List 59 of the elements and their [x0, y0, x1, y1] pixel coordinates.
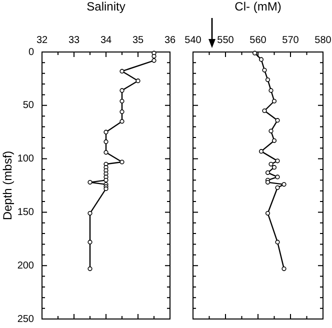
point — [120, 119, 124, 124]
point — [268, 88, 274, 93]
point — [275, 240, 280, 244]
point — [104, 186, 108, 192]
y-tick-label: 250 — [17, 314, 34, 325]
x-tick-label: 36 — [164, 34, 176, 46]
point — [152, 58, 156, 63]
point — [272, 138, 277, 143]
point — [104, 139, 108, 144]
point — [265, 210, 270, 216]
point — [272, 165, 277, 170]
x-tick-label: 570 — [282, 34, 300, 46]
point — [88, 240, 92, 244]
point — [282, 182, 286, 187]
x-tick-label: 32 — [36, 34, 48, 46]
y-tick-label: 150 — [17, 206, 34, 218]
point — [275, 174, 280, 180]
point — [262, 108, 267, 114]
y-tick-label: 200 — [17, 260, 34, 272]
x-tick-label: 560 — [250, 34, 267, 46]
point — [258, 57, 264, 62]
point — [120, 88, 124, 93]
point — [265, 170, 270, 175]
y-axis-title: Depth (mbsf) — [0, 150, 15, 220]
y-tick-label: 50 — [22, 100, 34, 112]
y-tick-label: 0 — [28, 46, 34, 58]
point — [104, 130, 108, 134]
point — [136, 78, 140, 84]
x-tick-label: 540 — [184, 34, 202, 46]
point — [120, 110, 124, 114]
point — [265, 77, 270, 82]
point — [120, 160, 124, 164]
point — [120, 98, 124, 104]
point — [268, 128, 274, 134]
point — [152, 54, 156, 59]
point — [262, 68, 267, 72]
point — [88, 210, 92, 216]
point — [275, 118, 280, 123]
point — [252, 50, 258, 56]
point — [275, 158, 280, 164]
x-axis-title: Cl- (mM) — [234, 0, 282, 14]
point — [275, 185, 280, 190]
x-tick-label: 33 — [68, 34, 80, 46]
x-tick-label: 35 — [132, 34, 144, 46]
x-tick-label: 580 — [314, 34, 332, 46]
x-tick-label: 34 — [100, 34, 112, 46]
point — [265, 180, 270, 185]
point — [268, 162, 274, 166]
point — [88, 180, 92, 185]
point — [104, 150, 108, 155]
x-axis-title: Salinity — [86, 0, 126, 14]
point — [258, 149, 264, 154]
point — [272, 98, 277, 104]
x-tick-label: 550 — [217, 34, 234, 46]
y-tick-label: 100 — [17, 154, 34, 165]
point — [104, 178, 108, 182]
point — [282, 266, 286, 272]
point — [120, 68, 124, 74]
point — [88, 266, 92, 272]
